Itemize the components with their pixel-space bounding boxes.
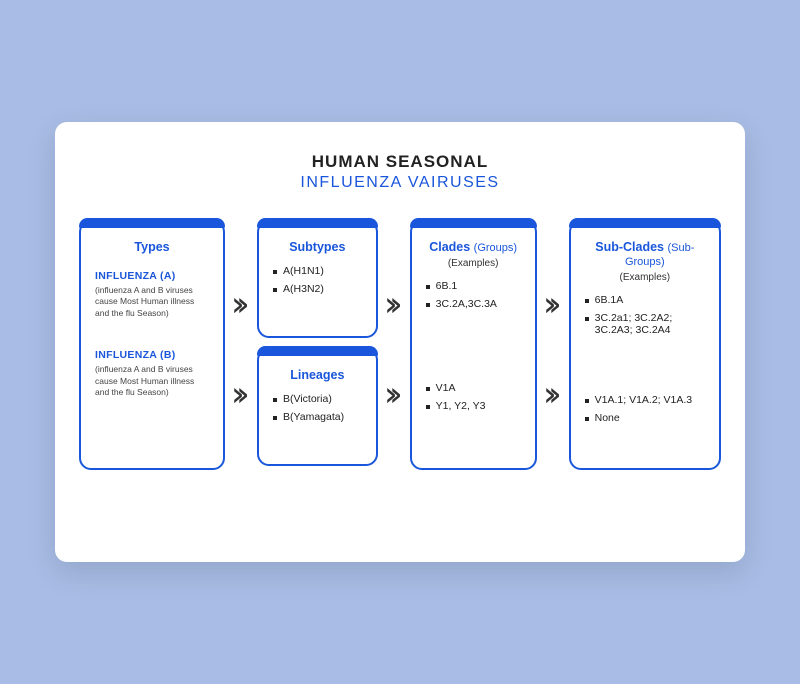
list-item: 6B.1A (585, 291, 705, 309)
box-clades: Clades (Groups) (Examples) 6B.1 3C.2A,3C… (410, 220, 537, 470)
types-heading: Types (95, 240, 209, 254)
subclades-list-top: 6B.1A 3C.2a1; 3C.2A2; 3C.2A3; 3C.2A4 (585, 291, 705, 339)
chevron-right-icon: ≫ (545, 293, 560, 316)
box-top-bar (79, 218, 225, 228)
col-types: Types INFLUENZA (A) (influenza A and B v… (79, 220, 225, 470)
box-top-bar (569, 218, 721, 228)
subclades-subheading: (Examples) (585, 272, 705, 283)
box-top-bar (410, 218, 537, 228)
box-top-bar (257, 218, 378, 228)
subtypes-heading: Subtypes (273, 240, 362, 254)
chevron-right-icon: ≫ (545, 383, 560, 406)
arrows-3: ≫ ≫ (543, 220, 563, 470)
col-subtypes-lineages: Subtypes A(H1N1) A(H3N2) Lineages B(Vict… (257, 220, 378, 470)
subtypes-list: A(H1N1) A(H3N2) (273, 262, 362, 298)
list-item: None (585, 409, 705, 427)
subclades-list-bottom: V1A.1; V1A.2; V1A.3 None (585, 391, 705, 427)
col-subclades: Sub-Clades (Sub-Groups) (Examples) 6B.1A… (569, 220, 721, 470)
box-subtypes: Subtypes A(H1N1) A(H3N2) (257, 220, 378, 338)
clades-heading-text: Clades (429, 240, 470, 254)
influenza-a-desc: (influenza A and B viruses cause Most Hu… (95, 285, 209, 319)
influenza-a-label: INFLUENZA (A) (95, 270, 209, 282)
title-block: HUMAN SEASONAL INFLUENZA VAIRUSES (79, 152, 721, 192)
chevron-right-icon: ≫ (386, 293, 401, 316)
diagram-card: HUMAN SEASONAL INFLUENZA VAIRUSES Types … (55, 122, 745, 562)
list-item: V1A.1; V1A.2; V1A.3 (585, 391, 705, 409)
clades-list-top: 6B.1 3C.2A,3C.3A (426, 277, 521, 313)
clades-heading-paren: (Groups) (474, 242, 517, 254)
lineages-heading: Lineages (273, 368, 362, 382)
influenza-b-desc: (influenza A and B viruses cause Most Hu… (95, 364, 209, 398)
arrows-1: ≫ ≫ (231, 220, 251, 470)
list-item: 3C.2a1; 3C.2A2; 3C.2A3; 3C.2A4 (585, 309, 705, 339)
arrows-2: ≫ ≫ (384, 220, 404, 470)
clades-list-bottom: V1A Y1, Y2, Y3 (426, 379, 521, 415)
flow-row: Types INFLUENZA (A) (influenza A and B v… (79, 220, 721, 470)
list-item: Y1, Y2, Y3 (426, 397, 521, 415)
box-subclades: Sub-Clades (Sub-Groups) (Examples) 6B.1A… (569, 220, 721, 470)
list-item: A(H3N2) (273, 280, 362, 298)
types-section-a: INFLUENZA (A) (influenza A and B viruses… (95, 270, 209, 319)
title-line-2: INFLUENZA VAIRUSES (79, 174, 721, 192)
list-item: 6B.1 (426, 277, 521, 295)
chevron-right-icon: ≫ (386, 383, 401, 406)
box-lineages: Lineages B(Victoria) B(Yamagata) (257, 348, 378, 466)
box-types: Types INFLUENZA (A) (influenza A and B v… (79, 220, 225, 470)
clades-subheading: (Examples) (426, 258, 521, 269)
chevron-right-icon: ≫ (234, 383, 249, 406)
types-section-b: INFLUENZA (B) (influenza A and B viruses… (95, 349, 209, 398)
col-clades: Clades (Groups) (Examples) 6B.1 3C.2A,3C… (410, 220, 537, 470)
influenza-b-label: INFLUENZA (B) (95, 349, 209, 361)
box-top-bar (257, 346, 378, 356)
chevron-right-icon: ≫ (234, 293, 249, 316)
list-item: B(Yamagata) (273, 408, 362, 426)
list-item: A(H1N1) (273, 262, 362, 280)
subclades-heading: Sub-Clades (Sub-Groups) (585, 240, 705, 268)
list-item: B(Victoria) (273, 390, 362, 408)
title-line-1: HUMAN SEASONAL (79, 152, 721, 172)
clades-heading: Clades (Groups) (426, 240, 521, 254)
list-item: 3C.2A,3C.3A (426, 295, 521, 313)
lineages-list: B(Victoria) B(Yamagata) (273, 390, 362, 426)
list-item: V1A (426, 379, 521, 397)
subclades-heading-text: Sub-Clades (595, 240, 664, 254)
